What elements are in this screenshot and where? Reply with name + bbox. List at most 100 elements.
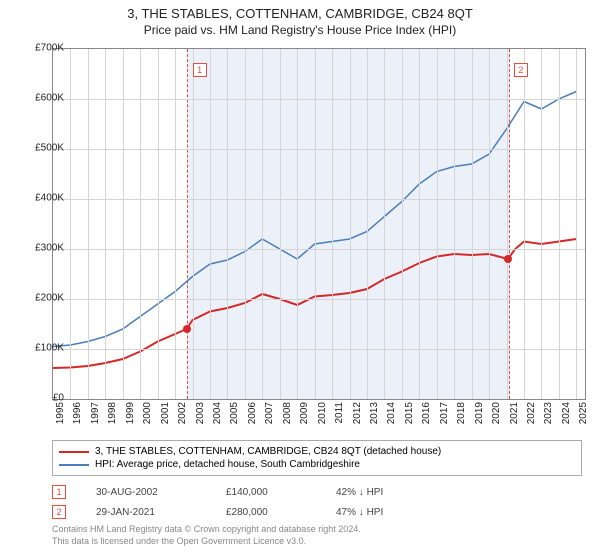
- chart-svg: [53, 49, 585, 399]
- callout-date: 30-AUG-2002: [96, 487, 196, 498]
- x-axis-label: 2021: [509, 402, 520, 424]
- callout-marker: 2: [52, 505, 66, 519]
- gridline-v: [402, 49, 403, 399]
- chart-subtitle: Price paid vs. HM Land Registry's House …: [0, 21, 600, 43]
- x-axis-label: 2018: [456, 402, 467, 424]
- legend-swatch: [59, 451, 89, 453]
- callout-row: 2 29-JAN-2021 £280,000 47% ↓ HPI: [52, 502, 582, 522]
- x-axis-label: 2001: [160, 402, 171, 424]
- sale-dot: [504, 255, 512, 263]
- gridline-v: [175, 49, 176, 399]
- legend-swatch: [59, 464, 89, 466]
- y-axis-label: £600K: [14, 93, 64, 104]
- callout-delta: 42% ↓ HPI: [336, 487, 383, 498]
- callout-price: £140,000: [226, 487, 306, 498]
- x-axis-label: 2010: [317, 402, 328, 424]
- x-axis-label: 2000: [142, 402, 153, 424]
- x-axis-label: 2013: [369, 402, 380, 424]
- gridline-v: [576, 49, 577, 399]
- x-axis-label: 2023: [543, 402, 554, 424]
- x-axis-label: 1998: [107, 402, 118, 424]
- gridline-h: [53, 349, 585, 350]
- gridline-v: [262, 49, 263, 399]
- x-axis-label: 2015: [404, 402, 415, 424]
- gridline-v: [419, 49, 420, 399]
- gridline-v: [559, 49, 560, 399]
- footer-attribution: Contains HM Land Registry data © Crown c…: [52, 524, 582, 547]
- callout-price: £280,000: [226, 507, 306, 518]
- legend-label: 3, THE STABLES, COTTENHAM, CAMBRIDGE, CB…: [95, 446, 441, 457]
- y-axis-label: £100K: [14, 343, 64, 354]
- x-axis-label: 2022: [526, 402, 537, 424]
- chart-title: 3, THE STABLES, COTTENHAM, CAMBRIDGE, CB…: [0, 0, 600, 21]
- x-axis-label: 1999: [125, 402, 136, 424]
- legend-row: HPI: Average price, detached house, Sout…: [59, 458, 575, 471]
- callouts: 1 30-AUG-2002 £140,000 42% ↓ HPI 2 29-JAN-202…: [52, 482, 582, 522]
- callout-delta: 47% ↓ HPI: [336, 507, 383, 518]
- gridline-v: [541, 49, 542, 399]
- y-axis-label: £400K: [14, 193, 64, 204]
- gridline-h: [53, 199, 585, 200]
- x-axis-label: 2006: [247, 402, 258, 424]
- y-axis-label: £700K: [14, 43, 64, 54]
- callout-marker: 1: [52, 485, 66, 499]
- x-axis-label: 2016: [421, 402, 432, 424]
- gridline-h: [53, 99, 585, 100]
- marker-box: 1: [193, 63, 207, 77]
- footer-line-2: This data is licensed under the Open Gov…: [52, 536, 582, 548]
- gridline-v: [507, 49, 508, 399]
- x-axis-label: 2025: [578, 402, 589, 424]
- gridline-v: [367, 49, 368, 399]
- gridline-v: [70, 49, 71, 399]
- y-axis-label: £300K: [14, 243, 64, 254]
- gridline-v: [350, 49, 351, 399]
- chart-container: 3, THE STABLES, COTTENHAM, CAMBRIDGE, CB…: [0, 0, 600, 560]
- x-axis-label: 2012: [352, 402, 363, 424]
- x-axis-label: 2017: [439, 402, 450, 424]
- legend-row: 3, THE STABLES, COTTENHAM, CAMBRIDGE, CB…: [59, 445, 575, 458]
- gridline-v: [454, 49, 455, 399]
- gridline-v: [472, 49, 473, 399]
- gridline-v: [524, 49, 525, 399]
- x-axis-label: 2024: [561, 402, 572, 424]
- chart-plot-area: 12: [52, 48, 586, 400]
- gridline-v: [437, 49, 438, 399]
- gridline-v: [210, 49, 211, 399]
- x-axis-label: 2008: [282, 402, 293, 424]
- x-axis-label: 1997: [90, 402, 101, 424]
- gridline-v: [297, 49, 298, 399]
- gridline-v: [227, 49, 228, 399]
- x-axis-label: 2011: [334, 402, 345, 424]
- gridline-v: [332, 49, 333, 399]
- callout-date: 29-JAN-2021: [96, 507, 196, 518]
- gridline-h: [53, 299, 585, 300]
- gridline-v: [158, 49, 159, 399]
- gridline-v: [384, 49, 385, 399]
- x-axis-label: 2005: [229, 402, 240, 424]
- x-axis-label: 1995: [55, 402, 66, 424]
- gridline-v: [193, 49, 194, 399]
- y-axis-label: £200K: [14, 293, 64, 304]
- gridline-v: [140, 49, 141, 399]
- y-axis-label: £500K: [14, 143, 64, 154]
- gridline-v: [315, 49, 316, 399]
- x-axis-label: 2004: [212, 402, 223, 424]
- gridline-v: [105, 49, 106, 399]
- x-axis-label: 2003: [195, 402, 206, 424]
- gridline-v: [245, 49, 246, 399]
- legend: 3, THE STABLES, COTTENHAM, CAMBRIDGE, CB…: [52, 440, 582, 476]
- x-axis-label: 2002: [177, 402, 188, 424]
- gridline-v: [280, 49, 281, 399]
- x-axis-label: 2009: [299, 402, 310, 424]
- gridline-h: [53, 149, 585, 150]
- gridline-v: [88, 49, 89, 399]
- callout-row: 1 30-AUG-2002 £140,000 42% ↓ HPI: [52, 482, 582, 502]
- gridline-v: [489, 49, 490, 399]
- gridline-h: [53, 249, 585, 250]
- legend-label: HPI: Average price, detached house, Sout…: [95, 459, 360, 470]
- x-axis-label: 1996: [72, 402, 83, 424]
- gridline-v: [123, 49, 124, 399]
- marker-box: 2: [514, 63, 528, 77]
- x-axis-label: 2019: [474, 402, 485, 424]
- x-axis-label: 2007: [264, 402, 275, 424]
